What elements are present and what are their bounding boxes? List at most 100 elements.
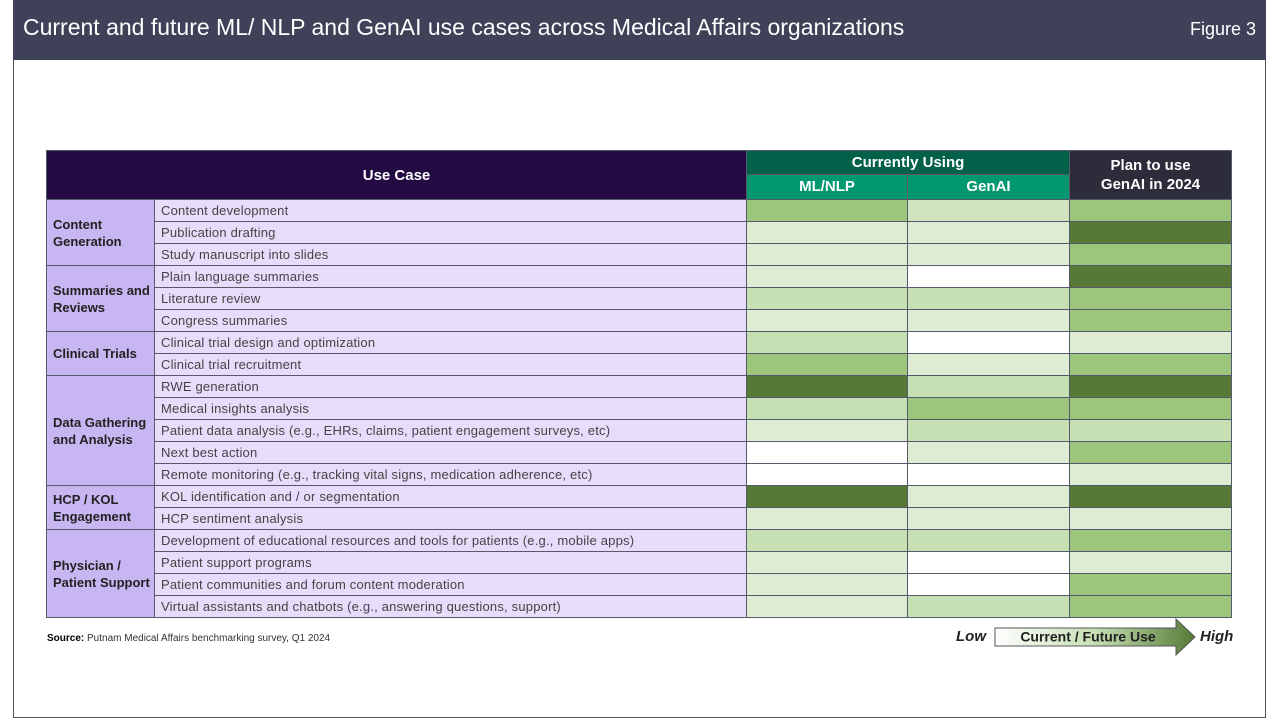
heat-cell	[746, 573, 909, 596]
heat-cell	[907, 551, 1071, 574]
heat-cell	[746, 507, 909, 530]
title-bar: Current and future ML/ NLP and GenAI use…	[13, 0, 1266, 60]
heat-cell	[746, 529, 909, 552]
heat-cell	[746, 287, 909, 310]
plan-header: Plan to use GenAI in 2024	[1069, 150, 1233, 200]
heat-cell	[907, 243, 1071, 266]
slide-frame	[13, 0, 1266, 718]
table-row: Clinical Trials Clinical trial design and…	[46, 331, 1233, 376]
heat-cell	[907, 419, 1071, 442]
group-cell: Content Generation	[46, 199, 155, 266]
table-row: Study manuscript into slides	[47, 243, 1233, 266]
legend-low: Low	[956, 628, 986, 645]
use-case-cell: Literature review	[153, 287, 748, 310]
use-case-header: Use Case	[45, 150, 748, 200]
heat-cell	[746, 397, 909, 420]
use-case-cell: Clinical trial recruitment	[153, 353, 748, 376]
source-label: Source:	[47, 633, 85, 644]
heat-cell	[1069, 353, 1233, 376]
table-row: Data Gathering and Analysis RWE generatio…	[46, 375, 1233, 486]
use-case-cell: RWE generation	[153, 375, 748, 398]
heat-cell	[907, 331, 1071, 354]
ml-nlp-header: ML/NLP	[746, 173, 909, 201]
heat-cell	[907, 265, 1071, 288]
heat-cell	[746, 331, 909, 354]
heat-cell	[1069, 507, 1233, 530]
heat-cell	[1069, 573, 1233, 596]
table-row: Patient data analysis (e.g., EHRs, claim…	[47, 419, 1233, 442]
table-body: Content Generation Content development Pub…	[46, 199, 1233, 618]
genai-header: GenAI	[907, 173, 1071, 201]
heat-cell	[907, 309, 1071, 332]
heat-cell	[1069, 397, 1233, 420]
heat-cell	[1069, 551, 1233, 574]
heat-cell	[907, 199, 1071, 222]
table-row: Clinical trial recruitment	[47, 353, 1233, 376]
heat-cell	[1069, 463, 1233, 486]
group-cell: HCP / KOL Engagement	[46, 485, 155, 530]
table-row: Summaries and Reviews Plain language summ…	[46, 265, 1233, 332]
legend-high: High	[1200, 628, 1234, 645]
heat-cell	[746, 199, 909, 222]
heat-cell	[907, 221, 1071, 244]
heat-cell	[1069, 375, 1233, 398]
heat-cell	[1069, 529, 1233, 552]
table-row: Patient support programs	[47, 551, 1233, 574]
heat-cell	[1069, 265, 1233, 288]
legend-gradient-arrow	[994, 618, 1196, 657]
use-case-cell: Patient communities and forum content mo…	[153, 573, 748, 596]
table-row: Medical insights analysis	[47, 397, 1233, 420]
heat-cell	[1069, 419, 1233, 442]
use-case-cell: Development of educational resources and…	[153, 529, 748, 552]
header-row: ML/NLP GenAI	[47, 173, 1232, 201]
group-cell: Summaries and Reviews	[46, 265, 155, 332]
use-case-cell: Virtual assistants and chatbots (e.g., a…	[153, 595, 748, 618]
table-row: Content Generation Content development	[46, 199, 1233, 266]
use-case-cell: KOL identification and / or segmentation	[153, 485, 748, 508]
source-text: Putnam Medical Affairs benchmarking surv…	[87, 633, 331, 644]
use-case-table: Use Case Currently Using Plan to use Gen…	[45, 150, 1233, 618]
use-case-cell: Medical insights analysis	[153, 397, 748, 420]
group-cell: Data Gathering and Analysis	[46, 375, 155, 486]
legend-label: Current / Future Use	[1020, 629, 1156, 645]
table-row: Congress summaries	[47, 309, 1233, 332]
heat-cell	[746, 265, 909, 288]
table-row: Virtual assistants and chatbots (e.g., a…	[47, 595, 1233, 618]
table-row: Literature review	[47, 287, 1233, 310]
table-row: HCP / KOL Engagement KOL identification a…	[46, 485, 1233, 530]
group-cell: Physician / Patient Support	[46, 529, 155, 618]
heat-cell	[746, 441, 909, 464]
heat-cell	[1069, 331, 1233, 354]
heat-cell	[1069, 199, 1233, 222]
table-header: Use Case Currently Using Plan to use Gen…	[45, 150, 1233, 201]
heat-cell	[746, 309, 909, 332]
heat-cell	[907, 485, 1071, 508]
heat-cell	[907, 287, 1071, 310]
table-row: HCP sentiment analysis	[47, 507, 1233, 530]
heat-cell	[746, 221, 909, 244]
use-case-cell: Remote monitoring (e.g., tracking vital …	[153, 463, 748, 486]
heat-cell	[746, 375, 909, 398]
use-case-cell: Publication drafting	[153, 221, 748, 244]
heat-cell	[746, 485, 909, 508]
legend-arrow: Current / Future Use	[994, 618, 1196, 657]
use-case-cell: Study manuscript into slides	[153, 243, 748, 266]
heat-cell	[907, 529, 1071, 552]
use-case-cell: Next best action	[153, 441, 748, 464]
heat-cell	[1069, 309, 1233, 332]
figure-label: Figure 3	[1189, 19, 1256, 39]
table-row: Publication drafting	[47, 221, 1233, 244]
source-note: Source: Putnam Medical Affairs benchmark…	[47, 633, 330, 644]
heat-cell	[1069, 287, 1233, 310]
heat-cell	[1069, 243, 1233, 266]
table-row: Physician / Patient Support Development o…	[46, 529, 1233, 618]
use-case-cell: HCP sentiment analysis	[153, 507, 748, 530]
use-case-cell: Patient support programs	[153, 551, 748, 574]
heat-cell	[907, 441, 1071, 464]
use-case-cell: Plain language summaries	[153, 265, 748, 288]
heat-cell	[907, 463, 1071, 486]
heat-cell	[907, 573, 1071, 596]
heat-cell	[746, 595, 909, 618]
use-case-cell: Congress summaries	[153, 309, 748, 332]
